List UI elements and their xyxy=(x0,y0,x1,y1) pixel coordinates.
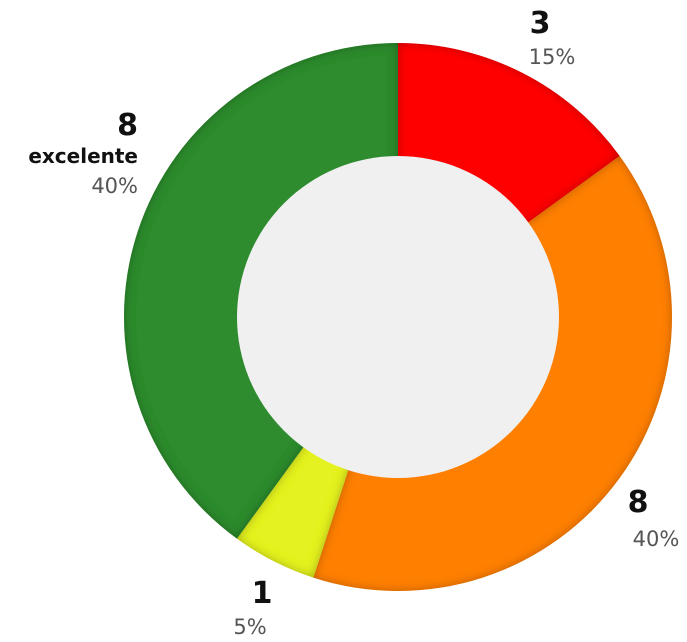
slice-label-3: 8 excelente 40% xyxy=(28,108,138,198)
slice-count-label: 3 xyxy=(530,6,551,41)
slice-count-label: 8 xyxy=(628,485,649,520)
slice-label-2: 1 5% xyxy=(233,576,272,639)
slice-count-label: 8 xyxy=(117,108,138,143)
slice-name-label: excelente xyxy=(28,144,138,168)
slice-percent-label: 15% xyxy=(529,45,576,69)
donut-hole xyxy=(237,156,559,478)
slice-percent-label: 40% xyxy=(91,174,138,198)
slice-percent-label: 5% xyxy=(233,615,266,639)
slice-count-label: 1 xyxy=(252,576,273,611)
slice-percent-label: 40% xyxy=(633,527,680,551)
slice-label-0: 3 15% xyxy=(529,6,576,69)
slice-label-1: 8 40% xyxy=(628,485,680,551)
